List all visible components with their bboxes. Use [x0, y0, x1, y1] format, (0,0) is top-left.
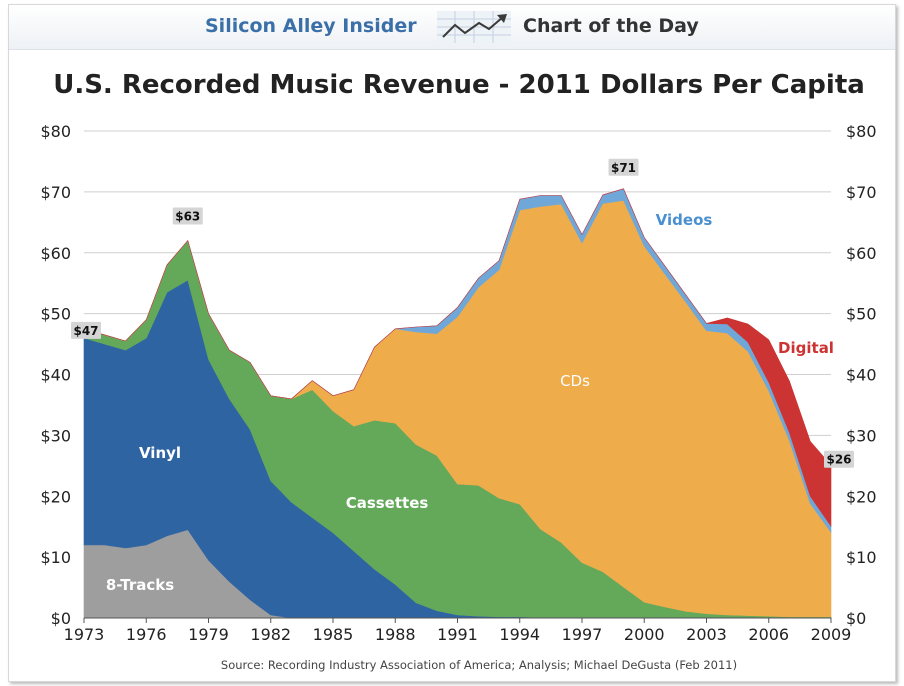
y-tick-label-left: $0	[51, 609, 71, 628]
series-label-digital: Digital	[778, 339, 834, 357]
x-tick-label: 1979	[188, 625, 229, 644]
x-tick-label: 1997	[562, 625, 603, 644]
annotation-box	[608, 158, 639, 176]
y-tick-label-right: $40	[846, 366, 877, 385]
y-tick-label-left: $80	[40, 122, 71, 141]
y-tick-label-right: $60	[846, 244, 877, 263]
series-label-cds: CDs	[560, 372, 590, 390]
x-tick-label: 2003	[686, 625, 727, 644]
y-axis-left: $0 $10 $20 $30 $40 $50 $60 $70 $80	[40, 122, 71, 628]
y-tick-label-right: $70	[846, 183, 877, 202]
y-tick-label-right: $20	[846, 487, 877, 506]
y-tick-label-left: $10	[40, 548, 71, 567]
x-tick-label: 1982	[250, 625, 291, 644]
x-tick-label: 1994	[499, 625, 540, 644]
y-tick-label-right: $0	[846, 609, 866, 628]
annotation-box	[172, 207, 203, 225]
y-tick-label-left: $20	[40, 487, 71, 506]
y-axis-right: $0 $10 $20 $30 $40 $50 $60 $70 $80	[846, 122, 877, 628]
x-tick-label: 2009	[811, 625, 852, 644]
x-tick-label: 2006	[748, 625, 789, 644]
brand-name: Silicon Alley Insider	[205, 15, 417, 37]
y-tick-label-left: $40	[40, 366, 71, 385]
annotation-label: $47	[73, 324, 98, 338]
header-banner: Silicon Alley Insider Chart of the Day	[9, 5, 895, 50]
x-tick-label: 2000	[624, 625, 665, 644]
section-name: Chart of the Day	[523, 15, 699, 37]
y-tick-label-right: $30	[846, 426, 877, 445]
series-labels: 8-Tracks Vinyl Cassettes CDs Videos Digi…	[106, 211, 834, 594]
trend-chart-icon	[437, 11, 511, 43]
series-label-vinyl: Vinyl	[139, 444, 181, 462]
annotation-label: $26	[826, 453, 851, 467]
annotation-label: $71	[611, 161, 636, 175]
chart-frame: Silicon Alley Insider Chart of the Day U…	[8, 4, 896, 682]
series-label-videos: Videos	[656, 211, 713, 229]
y-tick-label-right: $80	[846, 122, 877, 141]
chart-source: Source: Recording Industry Association o…	[221, 658, 737, 672]
x-axis: 1973 1976 1979 1982 1985 1988 1991 1994 1997 2000…	[64, 617, 852, 644]
series-label-cassettes: Cassettes	[346, 494, 429, 512]
y-tick-label-right: $10	[846, 548, 877, 567]
peak-annotations: $47 $63 $71 $26	[71, 158, 854, 468]
y-tick-label-right: $50	[846, 305, 877, 324]
y-tick-label-left: $60	[40, 244, 71, 263]
x-tick-label: 1991	[437, 625, 478, 644]
area-digital	[83, 188, 832, 528]
x-tick-label: 1985	[313, 625, 354, 644]
y-tick-label-left: $70	[40, 183, 71, 202]
annotation-box	[824, 450, 854, 468]
y-tick-label-left: $50	[40, 305, 71, 324]
x-tick-label: 1988	[375, 625, 416, 644]
y-tick-label-left: $30	[40, 426, 71, 445]
x-tick-label: 1976	[126, 625, 167, 644]
x-tick-label: 1973	[64, 625, 105, 644]
chart-title: U.S. Recorded Music Revenue - 2011 Dolla…	[53, 70, 865, 100]
annotation-label: $63	[175, 209, 200, 223]
series-label-8-tracks: 8-Tracks	[106, 576, 174, 594]
annotation-box	[71, 321, 101, 339]
chart: U.S. Recorded Music Revenue - 2011 Dolla…	[40, 70, 877, 672]
